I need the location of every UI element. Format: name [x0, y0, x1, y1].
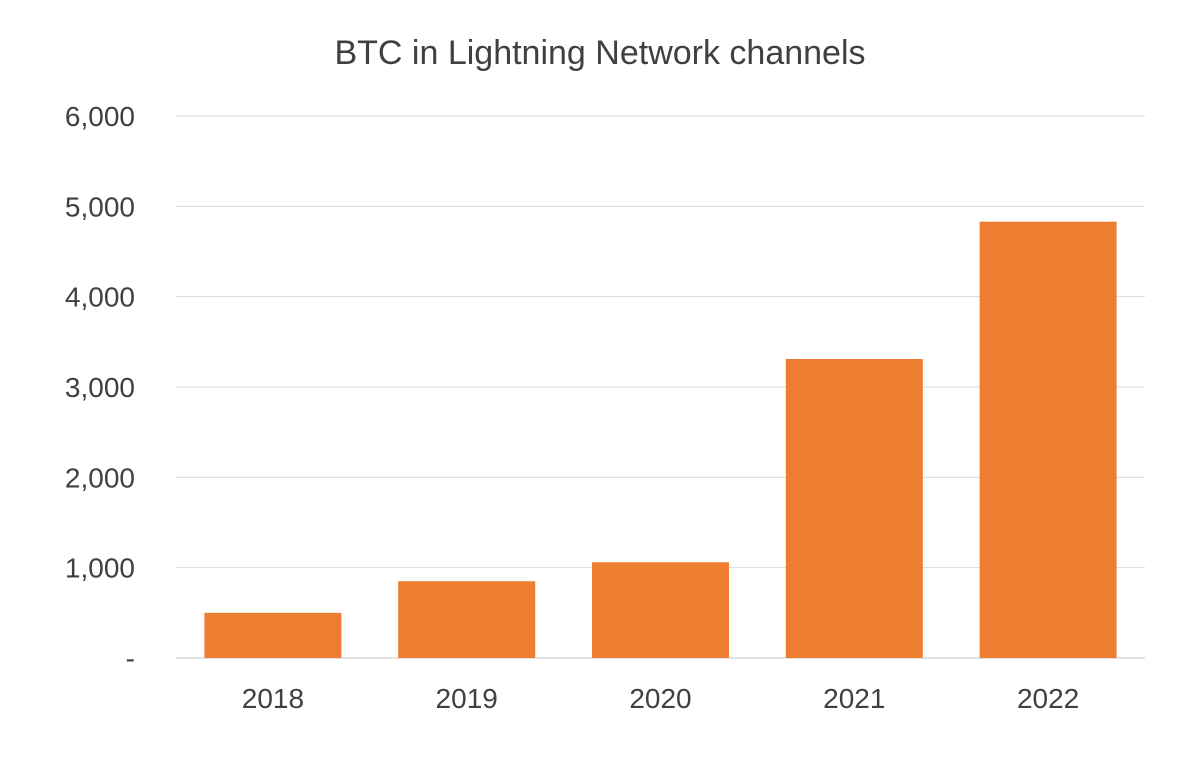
y-tick-label: 5,000: [65, 191, 135, 222]
bar-2021: [785, 358, 923, 658]
y-axis-tick-labels: - 1,000 2,000 3,000 4,000 5,000 6,000: [65, 101, 135, 674]
x-tick-label: 2018: [242, 683, 304, 714]
x-tick-label: 2019: [436, 683, 498, 714]
y-tick-label: 2,000: [65, 462, 135, 493]
bar-2022: [979, 221, 1117, 658]
y-tick-label: -: [126, 643, 135, 674]
y-tick-label: 4,000: [65, 282, 135, 313]
y-tick-label: 1,000: [65, 553, 135, 584]
y-tick-label: 6,000: [65, 101, 135, 132]
chart-title: BTC in Lightning Network channels: [334, 34, 866, 72]
x-tick-label: 2021: [823, 683, 885, 714]
x-tick-label: 2022: [1017, 683, 1079, 714]
x-tick-label: 2020: [629, 683, 691, 714]
bar-2018: [204, 612, 342, 658]
bars: [204, 221, 1117, 658]
y-tick-label: 3,000: [65, 372, 135, 403]
x-axis-tick-labels: 2018 2019 2020 2021 2022: [242, 683, 1079, 714]
bar-2019: [398, 581, 536, 658]
bar-2020: [592, 562, 729, 658]
